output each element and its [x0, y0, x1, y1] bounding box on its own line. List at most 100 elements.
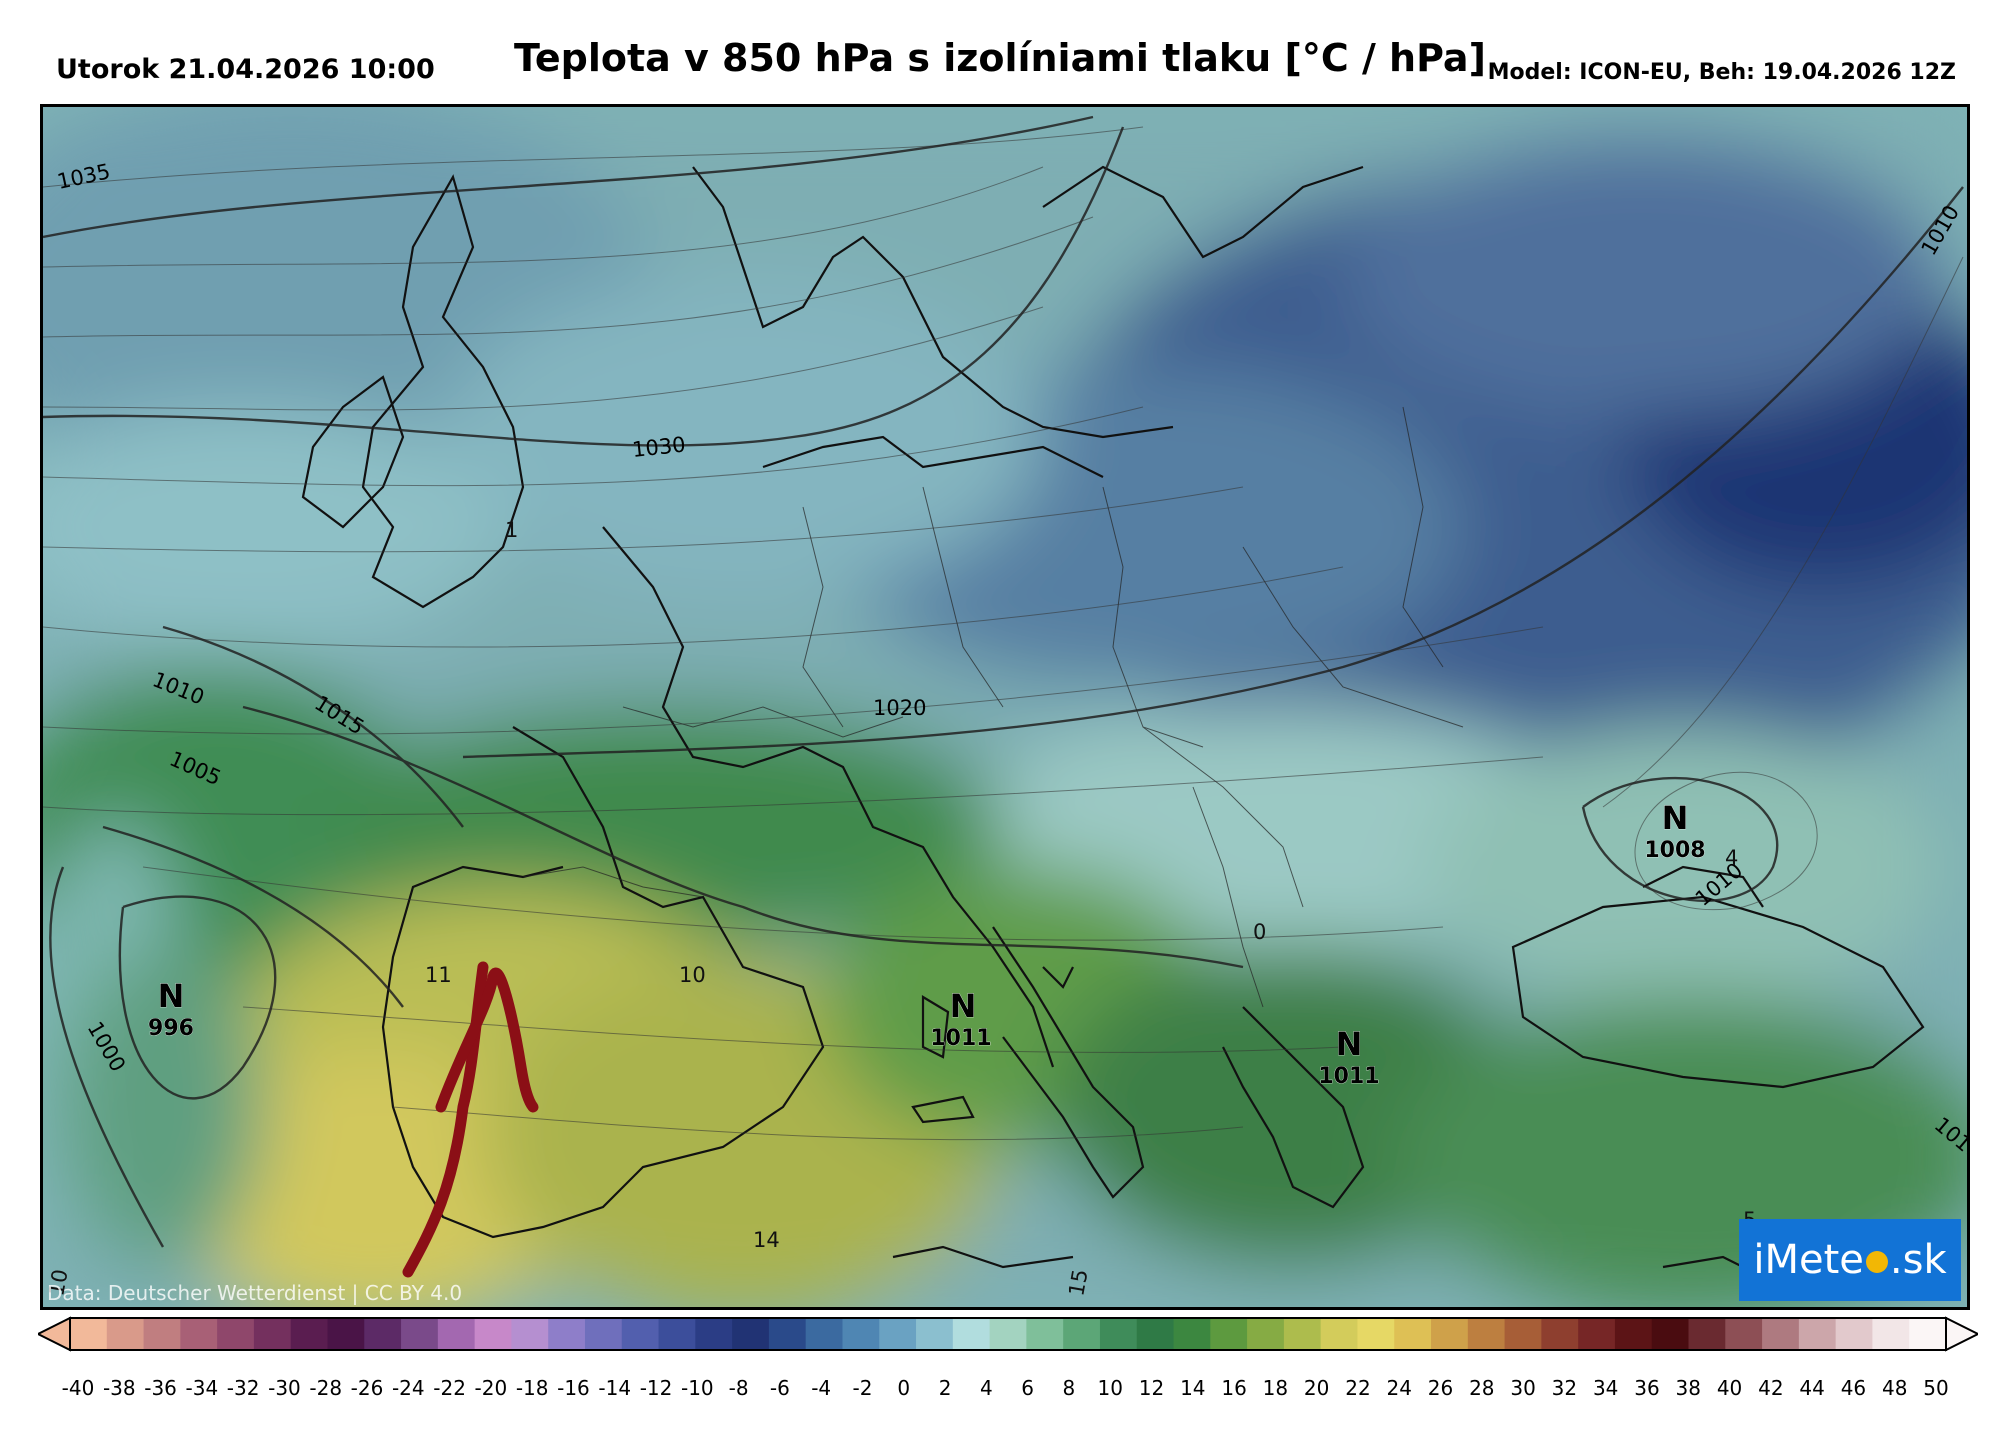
colorbar-cell — [1357, 1318, 1395, 1350]
low-pressure-value: 1008 — [1644, 838, 1705, 863]
colorbar-cell — [327, 1318, 365, 1350]
colorbar-tick-label: 22 — [1345, 1376, 1371, 1400]
temperature-label: 15 — [1064, 1267, 1092, 1297]
colorbar-cell — [879, 1318, 917, 1350]
map-title: Teplota v 850 hPa s izolíniami tlaku [°C… — [514, 36, 1486, 80]
low-pressure-value: 1011 — [1318, 1064, 1379, 1089]
colorbar-tick-label: -20 — [474, 1376, 508, 1400]
colorbar-cell — [1688, 1318, 1726, 1350]
colorbar-tick-label: 40 — [1716, 1376, 1743, 1400]
imeteo-logo[interactable]: iMete .sk — [1739, 1219, 1961, 1301]
temperature-label: 10 — [44, 1267, 72, 1297]
low-pressure-symbol: N — [1662, 799, 1689, 837]
colorbar-cell — [621, 1318, 660, 1350]
temperature-map: 1035 1030 1020 1015 1010 1005 1000 1010 … — [40, 104, 1970, 1310]
colorbar-cell — [916, 1318, 954, 1350]
colorbar-cell — [70, 1318, 108, 1350]
colorbar-tick-label: 16 — [1221, 1376, 1247, 1400]
colorbar-tick-label: -16 — [557, 1376, 590, 1400]
colorbar-tick-label: 44 — [1799, 1376, 1825, 1400]
isobar-label: 1030 — [631, 433, 687, 462]
pressure-centers: N 996 N 1011 N 1011 N 1008 — [148, 799, 1706, 1090]
colorbar-border — [69, 1317, 1947, 1351]
colorbar-cell — [1431, 1318, 1469, 1350]
logo-text-right: .sk — [1889, 1237, 1947, 1283]
map-date: Utorok 21.04.2026 10:00 — [56, 54, 435, 85]
colorbar-tick-label: -4 — [811, 1376, 832, 1400]
colorbar-tick-label: 4 — [979, 1376, 993, 1400]
colorbar-tick-label: 0 — [897, 1376, 911, 1400]
colorbar-tick-label: -10 — [680, 1376, 714, 1400]
colorbar-max-extend — [1945, 1316, 1978, 1352]
colorbar-ticks: -40 -38 -36 -34 -32 -30 -28 -26 -24 -22 -20 -18 -16-… — [0, 1376, 2000, 1406]
colorbar-cell — [1909, 1318, 1947, 1350]
country-borders — [522, 406, 1464, 1008]
colorbar-cell — [989, 1318, 1027, 1350]
temperature-label: 14 — [753, 1228, 780, 1252]
low-pressure-value: 996 — [148, 1016, 194, 1041]
colorbar-cell — [1394, 1318, 1432, 1350]
colorbar-tick-label: -32 — [226, 1376, 260, 1400]
colorbar-tick-label: 14 — [1180, 1376, 1206, 1400]
colorbar-cell — [1504, 1318, 1542, 1350]
colorbar-cell — [1467, 1318, 1506, 1350]
colorbar-cell — [217, 1318, 255, 1350]
thin-isobars — [43, 126, 1964, 1141]
colorbar-tick-label: 26 — [1427, 1376, 1454, 1400]
colorbar-cell — [1026, 1318, 1064, 1350]
colorbar-tick-label: 10 — [1097, 1376, 1123, 1400]
colorbar-tick-label: 28 — [1469, 1376, 1495, 1400]
colorbar-cell — [1099, 1318, 1138, 1350]
colorbar-tick-label: -34 — [185, 1376, 219, 1400]
low-pressure-symbol: N — [158, 977, 185, 1015]
model-run-info: Model: ICON-EU, Beh: 19.04.2026 12Z — [1487, 60, 1956, 85]
colorbar-cell — [437, 1318, 476, 1350]
colorbar-cell — [1798, 1318, 1837, 1350]
colorbar-cell — [143, 1318, 181, 1350]
colorbar-cell — [584, 1318, 623, 1350]
colorbar-tick-label: 24 — [1386, 1376, 1412, 1400]
temperature-label: 11 — [425, 963, 452, 987]
colorbar-tick-label: -30 — [268, 1376, 301, 1400]
colorbar-tick-label: 38 — [1675, 1376, 1701, 1400]
colorbar-tick-label: 6 — [1021, 1376, 1035, 1400]
map-canvas: 1035 1030 1020 1015 1010 1005 1000 1010 … — [43, 107, 1967, 1307]
colorbar-cell — [401, 1318, 439, 1350]
sun-icon — [1865, 1251, 1888, 1273]
colorbar-cell — [805, 1318, 844, 1350]
main-isobars — [43, 115, 1964, 1248]
low-pressure-symbol: N — [950, 987, 977, 1025]
colorbar-cell — [768, 1318, 807, 1350]
temperature-label: 10 — [679, 963, 706, 987]
colorbar-cell — [548, 1318, 586, 1350]
red-arrow-annotation — [402, 961, 539, 1278]
temperature-label: 4 — [1725, 846, 1738, 870]
low-pressure-symbol: N — [1336, 1025, 1363, 1063]
colorbar-tick-label: -38 — [102, 1376, 136, 1400]
colorbar-cell — [1872, 1318, 1910, 1350]
colorbar-cell — [1762, 1318, 1800, 1350]
colorbar-cell — [290, 1318, 329, 1350]
colorbar-tick-label: -2 — [852, 1376, 873, 1400]
colorbar-cell — [1725, 1318, 1763, 1350]
colorbar-cell — [1173, 1318, 1211, 1350]
colorbar-tick-label: -18 — [515, 1376, 549, 1400]
colorbar-cell — [106, 1318, 145, 1350]
colorbar-cell — [732, 1318, 770, 1350]
temperature-field — [43, 107, 1967, 1307]
colorbar-cell — [1283, 1318, 1322, 1350]
colorbar-tick-label: 12 — [1138, 1376, 1165, 1400]
colorbar-tick-label: 46 — [1840, 1376, 1867, 1400]
colorbar-tick-label: 8 — [1062, 1376, 1076, 1400]
colorbar-cell — [180, 1318, 218, 1350]
colorbar-cell — [658, 1318, 696, 1350]
colorbar-tick-label: 32 — [1551, 1376, 1578, 1400]
colorbar-cell — [1136, 1318, 1175, 1350]
colorbar-cell — [842, 1318, 880, 1350]
colorbar-tick-label: -22 — [433, 1376, 466, 1400]
colorbar-tick-label: 2 — [938, 1376, 952, 1400]
colorbar-tick-label: -8 — [728, 1376, 749, 1400]
colorbar-cell — [1578, 1318, 1616, 1350]
colorbar-cell — [1651, 1318, 1690, 1350]
colorbar-cell — [1320, 1318, 1359, 1350]
